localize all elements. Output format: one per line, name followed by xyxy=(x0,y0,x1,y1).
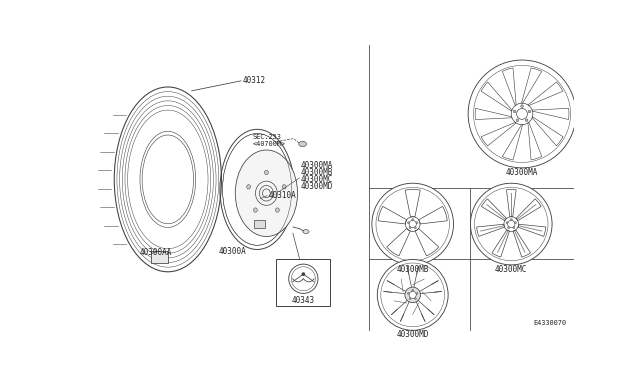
Circle shape xyxy=(409,291,416,298)
Circle shape xyxy=(470,183,552,265)
Circle shape xyxy=(412,219,413,221)
Ellipse shape xyxy=(236,150,298,237)
Circle shape xyxy=(408,222,410,224)
Text: 40300MD: 40300MD xyxy=(397,330,429,339)
Ellipse shape xyxy=(264,170,268,175)
Text: 40300MC: 40300MC xyxy=(495,265,527,274)
Circle shape xyxy=(515,222,516,224)
Text: SEC.253: SEC.253 xyxy=(253,134,282,140)
Circle shape xyxy=(409,220,417,228)
Ellipse shape xyxy=(303,230,309,234)
Circle shape xyxy=(302,273,305,275)
Circle shape xyxy=(508,220,515,228)
Ellipse shape xyxy=(246,185,251,189)
Ellipse shape xyxy=(282,185,286,189)
Circle shape xyxy=(506,222,508,224)
Circle shape xyxy=(468,60,576,168)
Circle shape xyxy=(508,227,509,229)
Text: 40343: 40343 xyxy=(292,296,315,305)
Text: 40300MC: 40300MC xyxy=(301,175,333,184)
Text: 40300MD: 40300MD xyxy=(301,182,333,190)
Text: 40310A: 40310A xyxy=(269,191,296,200)
Circle shape xyxy=(408,292,409,294)
FancyBboxPatch shape xyxy=(254,220,265,228)
Circle shape xyxy=(414,227,416,229)
Circle shape xyxy=(416,222,418,224)
Circle shape xyxy=(513,227,515,229)
Text: 40300MA: 40300MA xyxy=(301,161,333,170)
Circle shape xyxy=(409,298,411,299)
Ellipse shape xyxy=(275,208,279,212)
Circle shape xyxy=(372,183,454,265)
Circle shape xyxy=(521,105,524,108)
Circle shape xyxy=(409,227,411,229)
Ellipse shape xyxy=(253,208,257,212)
Text: 40300MB: 40300MB xyxy=(397,265,429,274)
Circle shape xyxy=(525,119,528,122)
FancyBboxPatch shape xyxy=(151,251,168,263)
Circle shape xyxy=(510,219,512,221)
Circle shape xyxy=(405,287,420,303)
Bar xyxy=(276,259,330,307)
Circle shape xyxy=(528,110,531,113)
Ellipse shape xyxy=(299,141,307,147)
Text: 40300A: 40300A xyxy=(219,247,246,256)
Circle shape xyxy=(416,292,418,294)
Text: 40300AA: 40300AA xyxy=(140,248,173,257)
Text: E4330070: E4330070 xyxy=(534,320,566,326)
Circle shape xyxy=(378,260,448,330)
Text: 40312: 40312 xyxy=(243,76,266,84)
Circle shape xyxy=(412,289,413,291)
Text: 40300MA: 40300MA xyxy=(506,168,538,177)
Text: <40700M>: <40700M> xyxy=(253,141,285,147)
Circle shape xyxy=(516,119,519,122)
Circle shape xyxy=(415,298,417,299)
Text: 40300MB: 40300MB xyxy=(301,168,333,177)
Circle shape xyxy=(513,110,516,113)
